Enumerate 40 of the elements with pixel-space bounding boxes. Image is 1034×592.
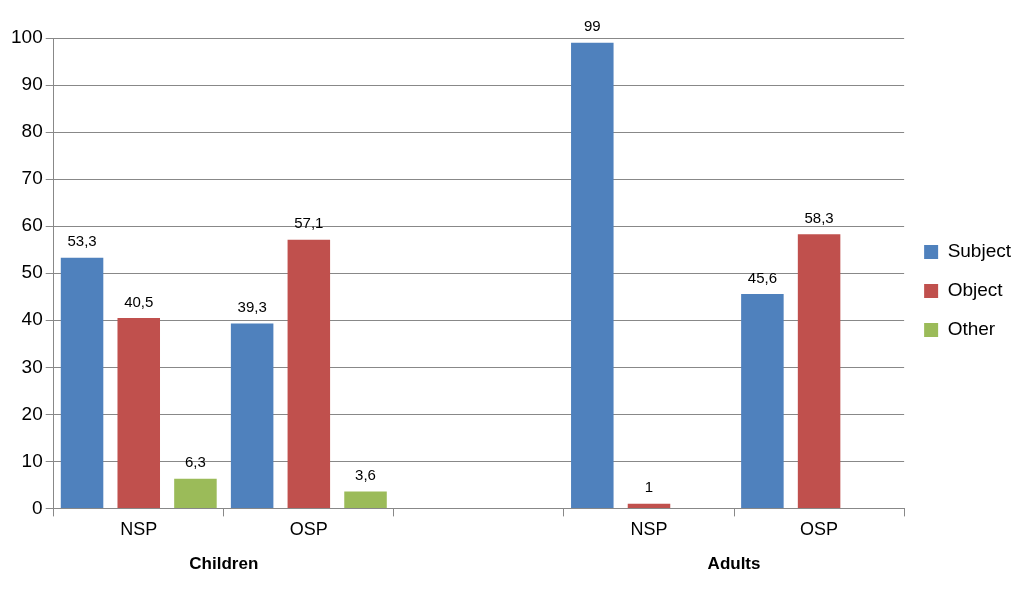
- x-tick-label: OSP: [289, 519, 328, 540]
- bar: [230, 323, 274, 508]
- bar: [571, 42, 614, 508]
- y-tick-label: 40: [21, 308, 43, 330]
- data-label: 6,3: [185, 453, 206, 471]
- bar: [344, 491, 387, 508]
- data-label: 99: [583, 17, 601, 35]
- bar: [741, 293, 784, 508]
- data-label: 3,6: [355, 466, 376, 484]
- bar: [627, 503, 671, 508]
- x-tick-label: NSP: [630, 519, 668, 540]
- y-tick-label: 50: [21, 261, 43, 283]
- y-tick-label: 100: [11, 26, 43, 48]
- bar: [60, 257, 104, 508]
- legend-label: Subject: [947, 240, 1012, 262]
- x-tick-label: NSP: [120, 519, 158, 540]
- legend-label: Object: [947, 279, 1004, 301]
- bar: [797, 234, 841, 508]
- bar: [117, 317, 160, 508]
- data-label: 53,3: [67, 232, 97, 250]
- y-tick-label: 60: [21, 214, 43, 236]
- bar: [287, 239, 331, 508]
- data-label: 39,3: [237, 298, 267, 316]
- legend-label: Other: [947, 318, 996, 340]
- y-tick-label: 90: [21, 73, 43, 95]
- data-label: 1: [644, 478, 654, 496]
- data-label: 40,5: [124, 292, 154, 310]
- data-label: 57,1: [294, 214, 324, 232]
- y-tick-label: 20: [21, 402, 43, 424]
- y-tick-label: 80: [21, 120, 43, 142]
- bar: [174, 478, 217, 508]
- y-tick-label: 70: [21, 167, 43, 189]
- text: Children: [189, 554, 259, 574]
- data-label: 45,6: [747, 268, 777, 286]
- text: Adults: [707, 554, 761, 574]
- y-tick-label: 10: [21, 449, 43, 471]
- y-tick-label: 30: [21, 355, 43, 377]
- x-tick-label: OSP: [800, 519, 839, 540]
- y-tick-label: 0: [32, 496, 43, 518]
- data-label: 58,3: [804, 208, 834, 226]
